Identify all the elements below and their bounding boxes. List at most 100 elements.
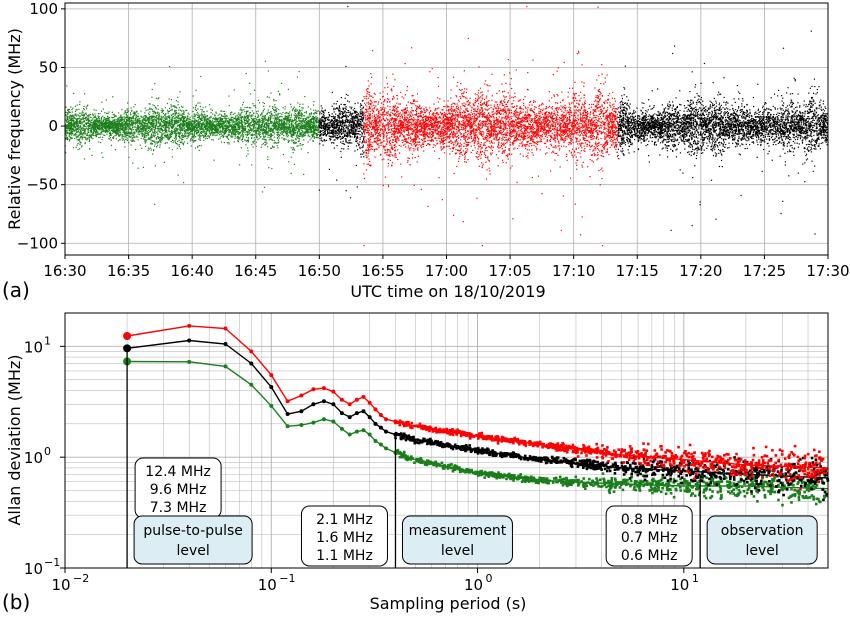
scatter-point bbox=[145, 139, 146, 140]
scatter-point bbox=[70, 126, 71, 127]
scatter-point bbox=[77, 114, 78, 115]
scatter-point bbox=[293, 140, 294, 141]
scatter-point bbox=[152, 141, 153, 142]
scatter-point bbox=[315, 117, 316, 118]
scatter-point bbox=[232, 117, 233, 118]
scatter-point bbox=[86, 114, 87, 115]
scatter-point bbox=[234, 138, 235, 139]
scatter-point bbox=[297, 110, 298, 111]
scatter-point bbox=[253, 124, 254, 125]
scatter-point bbox=[183, 182, 184, 183]
scatter-point bbox=[263, 128, 264, 129]
scatter-point bbox=[78, 135, 79, 136]
scatter-point bbox=[69, 128, 70, 129]
scatter-point bbox=[199, 126, 200, 127]
scatter-point bbox=[162, 126, 163, 127]
scatter-point bbox=[255, 127, 256, 128]
scatter-point bbox=[258, 121, 259, 122]
scatter-point bbox=[292, 149, 293, 150]
scatter-point bbox=[101, 133, 102, 134]
scatter-point bbox=[94, 113, 95, 114]
scatter-point bbox=[82, 136, 83, 137]
scatter-point bbox=[160, 137, 161, 138]
scatter-point bbox=[190, 140, 191, 141]
scatter-point bbox=[290, 130, 291, 131]
scatter-point bbox=[126, 131, 127, 132]
scatter-point bbox=[202, 129, 203, 130]
scatter-point bbox=[97, 131, 98, 132]
scatter-point bbox=[167, 110, 168, 111]
scatter-point bbox=[245, 123, 246, 124]
scatter-point bbox=[149, 111, 150, 112]
scatter-point bbox=[134, 141, 135, 142]
scatter-point bbox=[313, 124, 314, 125]
scatter-point bbox=[77, 137, 78, 138]
scatter-point bbox=[96, 126, 97, 127]
scatter-point bbox=[183, 137, 184, 138]
scatter-point bbox=[202, 128, 203, 129]
scatter-point bbox=[247, 126, 248, 127]
scatter-point bbox=[161, 116, 162, 117]
scatter-point bbox=[247, 131, 248, 132]
scatter-point bbox=[218, 133, 219, 134]
scatter-point bbox=[160, 123, 161, 124]
scatter-point bbox=[236, 121, 237, 122]
scatter-point bbox=[296, 114, 297, 115]
scatter-point bbox=[252, 141, 253, 142]
scatter-point bbox=[282, 126, 283, 127]
scatter-point bbox=[138, 131, 139, 132]
scatter-point bbox=[183, 119, 184, 120]
scatter-point bbox=[270, 112, 271, 113]
scatter-point bbox=[210, 117, 211, 118]
scatter-point bbox=[299, 121, 300, 122]
scatter-point bbox=[264, 187, 265, 188]
scatter-point bbox=[145, 122, 146, 123]
scatter-point bbox=[196, 114, 197, 115]
scatter-point bbox=[270, 148, 271, 149]
scatter-point bbox=[187, 143, 188, 144]
scatter-point bbox=[73, 121, 74, 122]
scatter-point bbox=[207, 138, 208, 139]
scatter-point bbox=[207, 123, 208, 124]
scatter-point bbox=[251, 137, 252, 138]
scatter-point bbox=[316, 137, 317, 138]
scatter-point bbox=[304, 112, 305, 113]
scatter-point bbox=[92, 114, 93, 115]
scatter-point bbox=[285, 113, 286, 114]
scatter-point bbox=[152, 111, 153, 112]
scatter-point bbox=[268, 167, 269, 168]
scatter-point bbox=[178, 120, 179, 121]
scatter-point bbox=[99, 116, 100, 117]
scatter-point bbox=[182, 143, 183, 144]
scatter-point bbox=[113, 138, 114, 139]
scatter-point bbox=[314, 125, 315, 126]
scatter-point bbox=[219, 134, 220, 135]
scatter-point bbox=[301, 148, 302, 149]
scatter-point bbox=[192, 111, 193, 112]
scatter-point bbox=[88, 114, 89, 115]
scatter-point bbox=[202, 125, 203, 126]
scatter-point bbox=[299, 113, 300, 114]
scatter-point bbox=[173, 113, 174, 114]
scatter-point bbox=[180, 148, 181, 149]
scatter-point bbox=[83, 106, 84, 107]
scatter-point bbox=[154, 130, 155, 131]
scatter-point bbox=[155, 119, 156, 120]
scatter-point bbox=[244, 120, 245, 121]
scatter-point bbox=[311, 122, 312, 123]
scatter-point bbox=[148, 128, 149, 129]
scatter-point bbox=[135, 129, 136, 130]
scatter-point bbox=[83, 133, 84, 134]
scatter-point bbox=[133, 123, 134, 124]
scatter-point bbox=[262, 122, 263, 123]
scatter-point bbox=[176, 110, 177, 111]
scatter-point bbox=[300, 115, 301, 116]
scatter-point bbox=[154, 132, 155, 133]
scatter-point bbox=[118, 132, 119, 133]
scatter-point bbox=[84, 158, 85, 159]
scatter-point bbox=[194, 122, 195, 123]
scatter-point bbox=[112, 123, 113, 124]
scatter-point bbox=[209, 133, 210, 134]
scatter-point bbox=[302, 132, 303, 133]
scatter-point bbox=[235, 121, 236, 122]
